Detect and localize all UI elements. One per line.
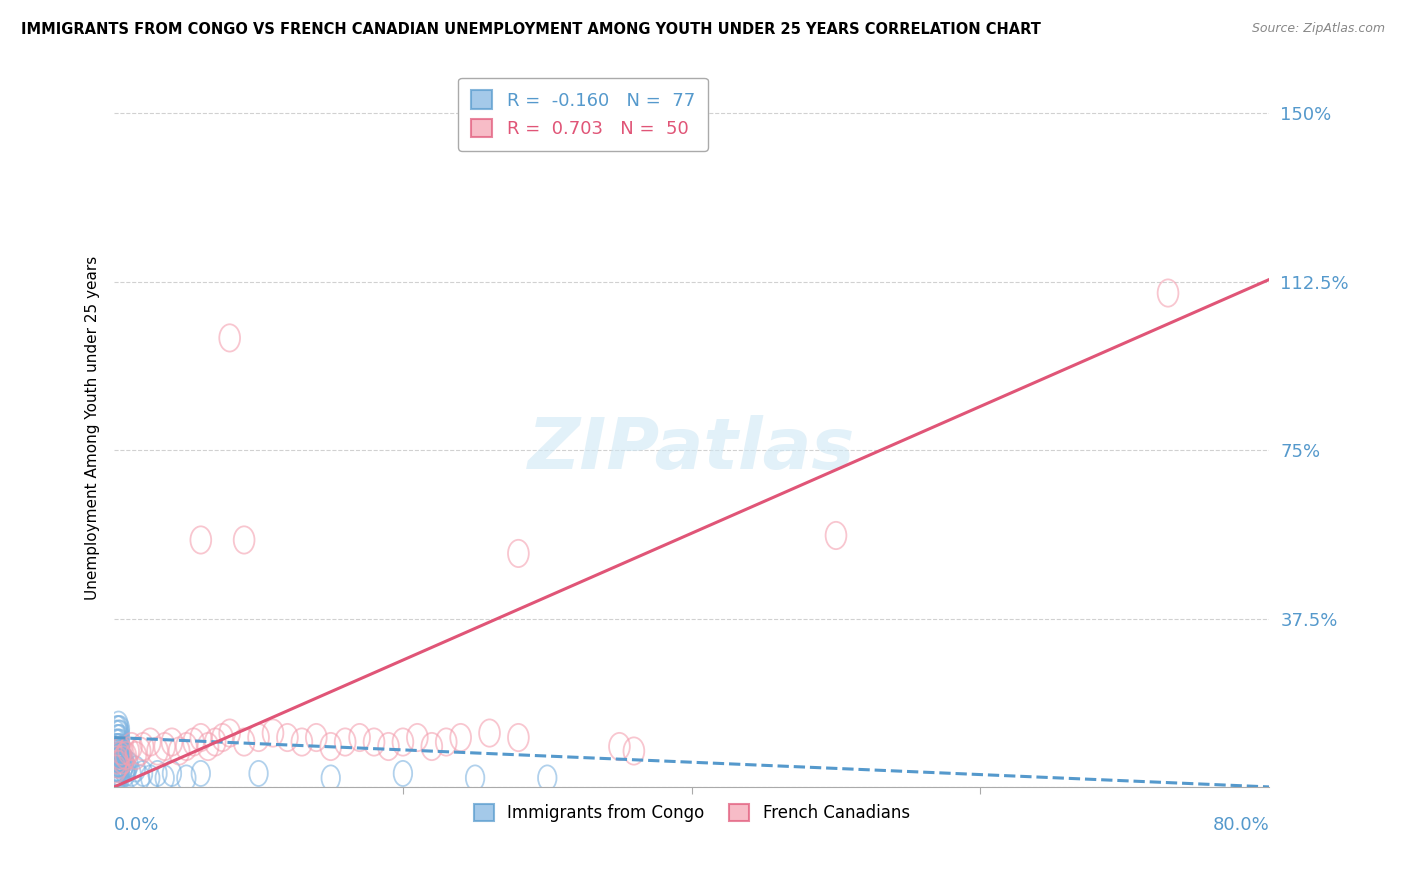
Text: Source: ZipAtlas.com: Source: ZipAtlas.com [1251, 22, 1385, 36]
Text: 0.0%: 0.0% [114, 815, 159, 834]
Text: 80.0%: 80.0% [1212, 815, 1270, 834]
Y-axis label: Unemployment Among Youth under 25 years: Unemployment Among Youth under 25 years [86, 256, 100, 599]
Legend: Immigrants from Congo, French Canadians: Immigrants from Congo, French Canadians [467, 797, 917, 829]
Text: IMMIGRANTS FROM CONGO VS FRENCH CANADIAN UNEMPLOYMENT AMONG YOUTH UNDER 25 YEARS: IMMIGRANTS FROM CONGO VS FRENCH CANADIAN… [21, 22, 1040, 37]
Text: ZIPatlas: ZIPatlas [527, 415, 855, 483]
